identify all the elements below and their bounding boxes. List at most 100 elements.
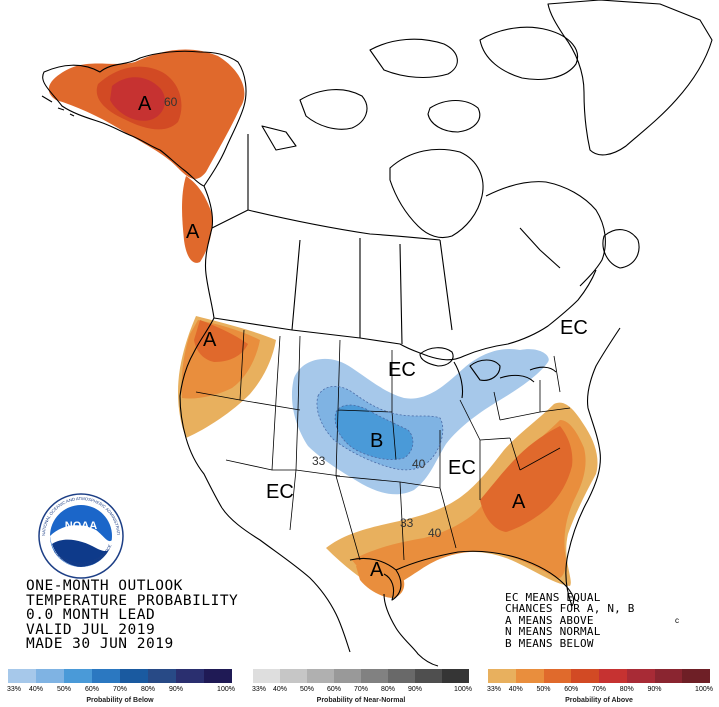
legend-note-line-5: B MEANS BELOW — [505, 636, 594, 650]
alaska-above-label: A — [138, 93, 152, 115]
scale-normal-swatches — [253, 669, 469, 683]
scale-below-tick: 40% — [28, 686, 44, 693]
hudson-bay — [389, 148, 484, 239]
scale-below-tick: 70% — [112, 686, 128, 693]
scale-normal-swatch — [361, 669, 388, 683]
scale-normal-tick: 50% — [299, 686, 315, 693]
scale-normal: 33% 40% 50% 60% 70% 80% 90% 100% Probability of… — [251, 669, 472, 707]
scale-normal-title: Probability of Near-Normal — [316, 697, 406, 704]
map-labels: A 60 A A EC EC B 33 40 EC EC A 33 40 A — [138, 93, 588, 581]
legend-note-line-3: A MEANS ABOVE — [505, 613, 594, 627]
scale-above-tick: 60% — [564, 686, 579, 693]
southeast-above-label: A — [512, 491, 526, 513]
scale-above-swatch — [626, 669, 655, 683]
scale-below-swatch — [64, 669, 92, 683]
scale-below-tick: 60% — [84, 686, 100, 693]
great-lakes-ec-label: EC — [388, 359, 416, 381]
legend-note-line-4: N MEANS NORMAL — [505, 625, 601, 639]
arctic-islands — [261, 26, 578, 151]
pacific-coast — [179, 185, 223, 509]
great-lakes — [419, 347, 557, 399]
scale-below-swatch — [8, 669, 36, 683]
scale-above-swatch — [488, 669, 516, 683]
scale-normal-swatch — [388, 669, 415, 683]
scale-above-swatch — [599, 669, 627, 683]
pacific-nw-above-label: A — [203, 329, 217, 351]
mexico-outline — [221, 507, 439, 667]
scale-above-swatch — [571, 669, 599, 683]
scale-normal-swatch — [307, 669, 334, 683]
scale-above-tick: 100% — [695, 686, 713, 693]
scale-above-tick: 90% — [647, 686, 662, 693]
scale-normal-tick: 60% — [326, 686, 342, 693]
scale-below-title: Probability of Below — [86, 697, 154, 704]
title-block: ONE-MONTH OUTLOOK TEMPERATURE PROBABILIT… — [26, 579, 238, 652]
scale-above-title: Probability of Above — [565, 697, 633, 704]
scale-normal-tick: 100% — [454, 686, 472, 693]
scale-normal-tick: 70% — [353, 686, 369, 693]
small-c-mark: c — [675, 616, 679, 625]
scale-above-tick: 50% — [536, 686, 551, 693]
scale-above-swatch — [682, 669, 710, 683]
scale-normal-swatch — [280, 669, 307, 683]
scale-below-tick: 80% — [140, 686, 156, 693]
contour-33-south-label: 33 — [400, 516, 414, 530]
scale-below-swatch — [120, 669, 148, 683]
legend-note-line-1: EC MEANS EQUAL — [505, 591, 601, 604]
scale-below-swatch — [204, 669, 232, 683]
pacific-nw-above-50 — [194, 320, 248, 362]
title-line-4: VALID JUL 2019 — [26, 621, 156, 638]
scale-below-tick: 100% — [217, 686, 235, 693]
scale-below-tick: 90% — [168, 686, 184, 693]
contour-40-central-label: 40 — [412, 457, 426, 471]
texas-above-label: A — [370, 559, 384, 581]
northeast-ec-label: EC — [560, 317, 588, 339]
atlantic-coast — [565, 327, 621, 607]
title-line-2: TEMPERATURE PROBABILITY — [26, 592, 239, 609]
canada-provinces — [211, 134, 453, 345]
noaa-logo-text: NOAA — [65, 520, 97, 532]
land-outlines — [41, 0, 713, 667]
scale-normal-swatch — [442, 669, 469, 683]
quebec-labrador — [485, 181, 606, 287]
scale-normal-swatch — [253, 669, 280, 683]
scale-above-tick: 40% — [508, 686, 523, 693]
scale-above-tick: 80% — [619, 686, 634, 693]
gulf-coast — [349, 550, 575, 607]
scale-below-swatch — [176, 669, 204, 683]
scale-below-swatch — [148, 669, 176, 683]
scale-normal-ticks: 33% 40% 50% 60% 70% 80% 90% 100% — [251, 686, 472, 697]
scale-below-swatch — [36, 669, 64, 683]
scale-below-ticks: 33% 40% 50% 60% 70% 80% 90% 100% — [7, 686, 235, 697]
contour-40-south-label: 40 — [428, 526, 442, 540]
southwest-ec-label: EC — [266, 481, 294, 503]
scale-normal-tick: 40% — [272, 686, 288, 693]
scale-above: 33% 40% 50% 60% 70% 80% 90% 100% Probability of… — [486, 669, 713, 707]
scale-below-swatch — [92, 669, 120, 683]
title-line-5: MADE 30 JUN 2019 — [26, 636, 174, 653]
newfoundland — [602, 229, 640, 269]
scale-normal-swatch — [415, 669, 442, 683]
southeast-above-50 — [480, 426, 573, 532]
greenland — [547, 0, 713, 156]
alaska-60-label: 60 — [164, 95, 178, 109]
se-alaska-above-label: A — [186, 221, 200, 243]
scale-normal-tick: 33% — [251, 686, 267, 693]
se-alaska-above — [182, 176, 213, 263]
scale-above-tick: 33% — [486, 686, 502, 693]
contour-33-central-label: 33 — [312, 454, 326, 468]
texas-above-40 — [356, 562, 405, 598]
east-ec-label: EC — [448, 457, 476, 479]
scale-above-swatch — [543, 669, 572, 683]
central-below-50 — [335, 405, 413, 460]
scale-above-swatch — [515, 669, 544, 683]
scale-above-tick: 70% — [591, 686, 607, 693]
scale-above-swatches — [488, 669, 710, 683]
scale-normal-tick: 90% — [407, 686, 423, 693]
alaska-above-60 — [110, 77, 165, 121]
scale-normal-tick: 80% — [380, 686, 396, 693]
aleutian-islands — [41, 95, 75, 117]
legend-note: EC MEANS EQUAL CHANCES FOR A, N, B A MEA… — [505, 592, 635, 649]
scale-above-ticks: 33% 40% 50% 60% 70% 80% 90% 100% — [486, 686, 713, 697]
